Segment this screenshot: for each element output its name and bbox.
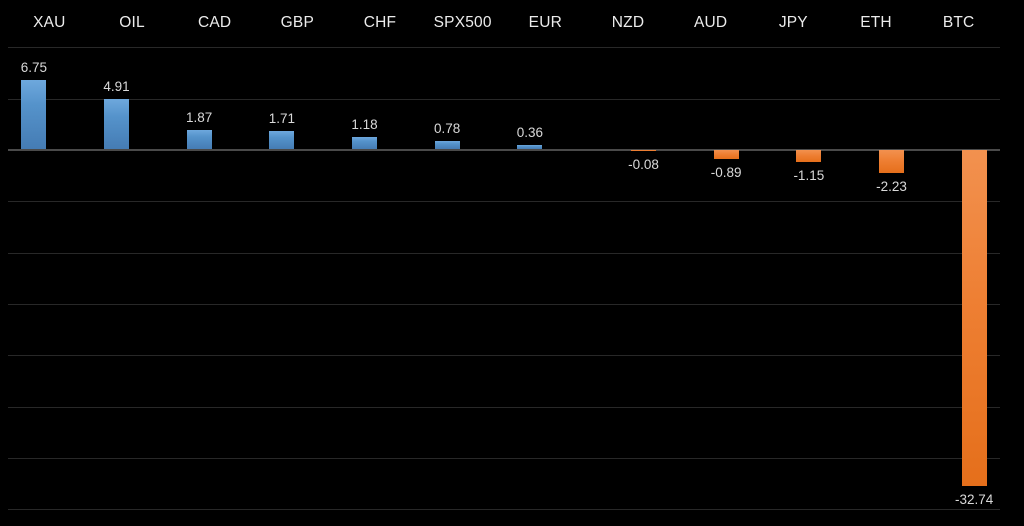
bar-btc: [961, 150, 987, 487]
value-label-nzd: -0.08: [628, 157, 659, 172]
value-label-btc: -32.74: [955, 492, 994, 508]
category-label-oil: OIL: [119, 14, 145, 31]
gridline--5: [8, 201, 1000, 202]
bar-nzd: [631, 150, 656, 151]
bar-eur: [517, 145, 543, 149]
category-label-cad: CAD: [197, 14, 232, 31]
value-label-cad: 1.87: [186, 109, 213, 125]
category-label-chf: CHF: [363, 14, 397, 31]
value-label-gbp: 1.71: [268, 111, 295, 127]
category-label-spx500: SPX500: [433, 14, 492, 31]
value-label-aud: -0.89: [710, 165, 742, 181]
value-label-spx500: 0.78: [434, 120, 461, 136]
gridline--10: [8, 253, 1000, 254]
category-label-eur: EUR: [528, 14, 562, 31]
category-label-gbp: GBP: [280, 14, 314, 31]
gridline--15: [8, 304, 1000, 305]
bar-jpy: [796, 150, 822, 162]
bar-aud: [713, 150, 739, 160]
gridline-5: [8, 99, 1000, 100]
bar-chf: [352, 136, 377, 149]
category-label-jpy: JPY: [778, 14, 808, 31]
zero-axis-line: [8, 149, 1000, 151]
gridline--20: [8, 355, 1000, 356]
value-label-jpy: -1.15: [793, 167, 825, 183]
bar-oil: [104, 98, 129, 149]
bar-xau: [21, 79, 47, 149]
bar-spx500: [434, 140, 460, 149]
gridline--25: [8, 407, 1000, 408]
category-label-aud: AUD: [693, 14, 728, 31]
category-label-btc: BTC: [942, 14, 975, 31]
gridline-10: [8, 47, 1000, 48]
category-label-nzd: NZD: [611, 14, 645, 31]
value-label-oil: 4.91: [103, 78, 130, 94]
bar-cad: [186, 129, 212, 149]
bar-eth: [879, 150, 904, 173]
value-label-chf: 1.18: [351, 116, 378, 132]
gridline--30: [8, 458, 1000, 459]
category-label-xau: XAU: [33, 14, 66, 31]
category-label-eth: ETH: [860, 14, 892, 31]
value-label-xau: 6.75: [20, 59, 47, 75]
value-label-eur: 0.36: [516, 125, 543, 141]
bar-gbp: [269, 131, 295, 149]
value-label-eth: -2.23: [876, 178, 907, 194]
gridline--35: [8, 509, 1000, 510]
